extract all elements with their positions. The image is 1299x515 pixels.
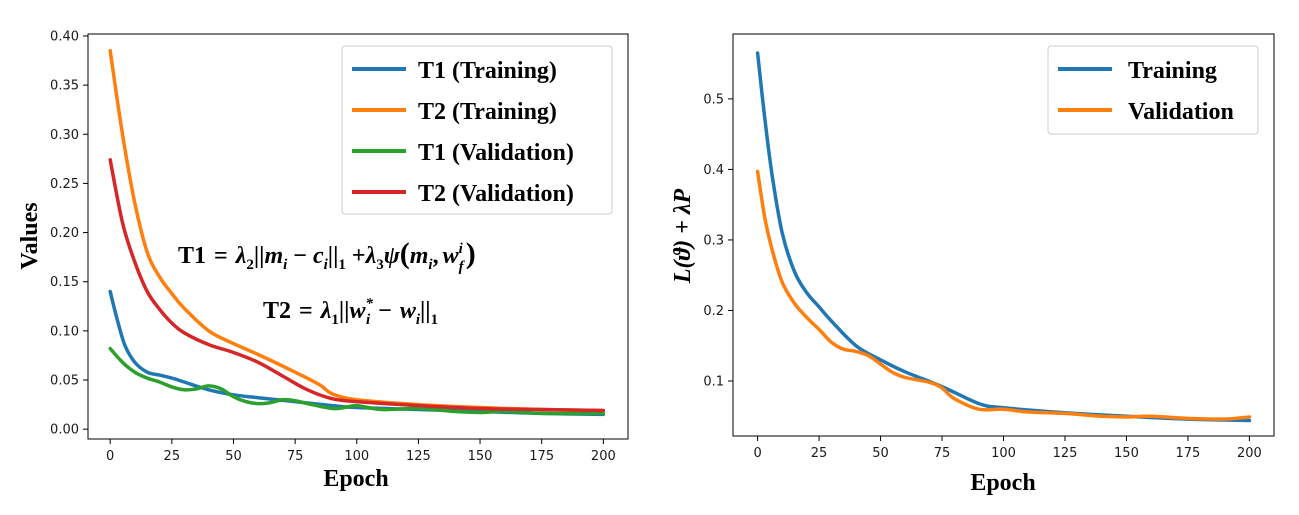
x-tick-label: 150 [1114, 446, 1139, 461]
x-tick-label: 150 [468, 449, 493, 464]
legend-label: Training [1128, 58, 1217, 84]
x-tick-label: 75 [934, 446, 951, 461]
x-tick-label: 50 [872, 446, 889, 461]
x-tick-label: 75 [287, 449, 304, 464]
y-tick-label: 0.40 [50, 29, 79, 44]
series-line-left-2 [108, 346, 606, 416]
y-tick-label: 0.05 [50, 374, 79, 389]
right-x-axis-label: Epoch [970, 470, 1035, 496]
y-tick-label: 0.00 [50, 423, 79, 438]
right-legend: Training Validation [1047, 45, 1259, 135]
legend-label: T2 (Validation) [418, 181, 574, 207]
x-tick-label: 200 [1237, 446, 1262, 461]
x-tick-label: 0 [106, 449, 114, 464]
x-tick-label: 25 [164, 449, 181, 464]
y-tick-label: 0.2 [703, 304, 724, 319]
y-tick-label: 0.20 [50, 226, 79, 241]
x-tick-label: 0 [753, 446, 761, 461]
x-tick-label: 25 [811, 446, 828, 461]
x-tick-label: 100 [991, 446, 1016, 461]
formula-t2-text: T2 = λ1||w* i − wi||1 [263, 296, 438, 328]
formula-t1: T1 = λ2||mi − ci||1 +λ3ψ(mi, wfi) [178, 237, 476, 275]
y-tick-label: 0.30 [50, 128, 79, 143]
right-y-axis-label: L(ϑ) + λP [670, 189, 696, 285]
x-tick-label: 125 [406, 449, 431, 464]
formula-t1-text: T1 = λ2||mi − ci||1 +λ3ψ(mi, wfi) [178, 237, 476, 275]
left-chart: 0 25 50 75 100 125 150 175 200 0.00 0.05 0.10 0.15 0… [17, 29, 629, 492]
left-legend-box [341, 45, 613, 215]
x-tick-label: 100 [344, 449, 369, 464]
x-tick-label: 200 [591, 449, 616, 464]
legend-label: T1 (Training) [418, 58, 557, 84]
left-x-axis-label: Epoch [323, 466, 388, 492]
legend-label: T2 (Training) [418, 99, 557, 125]
y-tick-label: 0.1 [703, 374, 724, 389]
series-line-right-1 [755, 169, 1252, 421]
legend-label: T1 (Validation) [418, 140, 574, 166]
y-tick-label: 0.35 [50, 79, 79, 94]
right-chart: 0 25 50 75 100 125 150 175 200 0.1 0.2 0.3 0.4 0.5 E… [670, 33, 1275, 496]
left-y-axis-label: Values [17, 202, 43, 269]
formula-t2: T2 = λ1||w* i − wi||1 [263, 296, 438, 328]
y-tick-label: 0.15 [50, 275, 79, 290]
y-tick-label: 0.5 [703, 92, 724, 107]
x-tick-label: 175 [529, 449, 554, 464]
y-tick-label: 0.10 [50, 324, 79, 339]
left-plot-frame [87, 33, 629, 440]
legend-label: Validation [1128, 99, 1234, 125]
x-tick-label: 175 [1176, 446, 1201, 461]
x-tick-label: 50 [225, 449, 242, 464]
y-tick-label: 0.3 [703, 233, 724, 248]
left-legend: T1 (Training) T2 (Training) T1 (Validation… [341, 45, 613, 215]
y-tick-label: 0.25 [50, 177, 79, 192]
y-tick-label: 0.4 [703, 163, 724, 178]
x-tick-label: 125 [1053, 446, 1078, 461]
series-line-left-3 [108, 158, 606, 413]
